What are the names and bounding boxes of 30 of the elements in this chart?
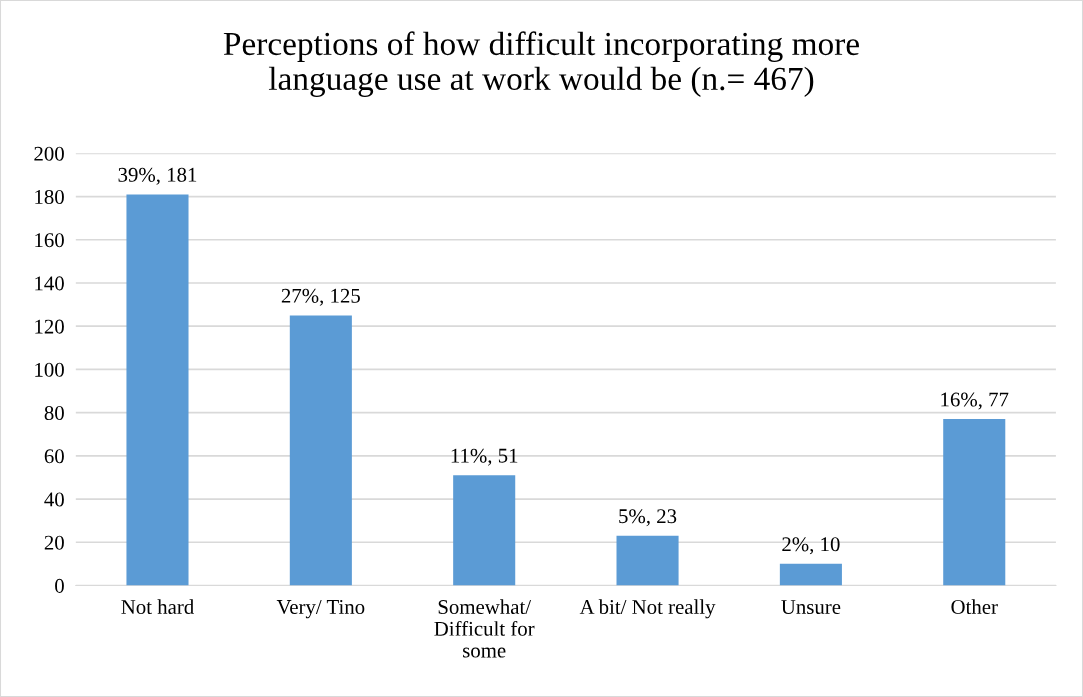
y-tick-label: 0 [55, 578, 64, 593]
y-tick-label: 100 [35, 362, 64, 377]
y-tick-label: 20 [44, 535, 64, 550]
data-label: 16%, 77 [941, 392, 1009, 410]
y-tick-label: 200 [34, 146, 64, 161]
x-tick-label: Somewhat/ Difficult for some [434, 599, 535, 658]
x-tick-label: Not hard [121, 599, 194, 615]
bar [289, 315, 352, 586]
x-tick-label: Other [951, 599, 998, 615]
bar [126, 194, 189, 586]
data-label: 5%, 23 [619, 509, 677, 527]
bar [453, 475, 516, 586]
x-tick-label: A bit/ Not really [579, 599, 716, 619]
data-label: 11%, 51 [451, 448, 518, 466]
y-tick-label: 160 [35, 233, 64, 248]
data-label: 2%, 10 [782, 537, 840, 555]
bar [616, 535, 679, 586]
y-tick-label: 120 [35, 319, 64, 334]
x-tick-label: Unsure [781, 600, 841, 615]
y-tick-label: 40 [44, 492, 64, 507]
data-label: 27%, 125 [281, 288, 360, 306]
x-tick-label: Very/ Tino [276, 599, 365, 619]
chart-title: Perceptions of how difficult incorporating more language use at work would be (n.= 467) [223, 31, 859, 97]
y-tick-label: 80 [44, 406, 64, 421]
bar [943, 419, 1006, 586]
bar [779, 563, 842, 586]
y-tick-label: 140 [35, 276, 64, 291]
data-label: 39%, 181 [118, 167, 197, 185]
y-tick-label: 60 [44, 449, 64, 464]
y-tick-label: 180 [35, 189, 64, 204]
